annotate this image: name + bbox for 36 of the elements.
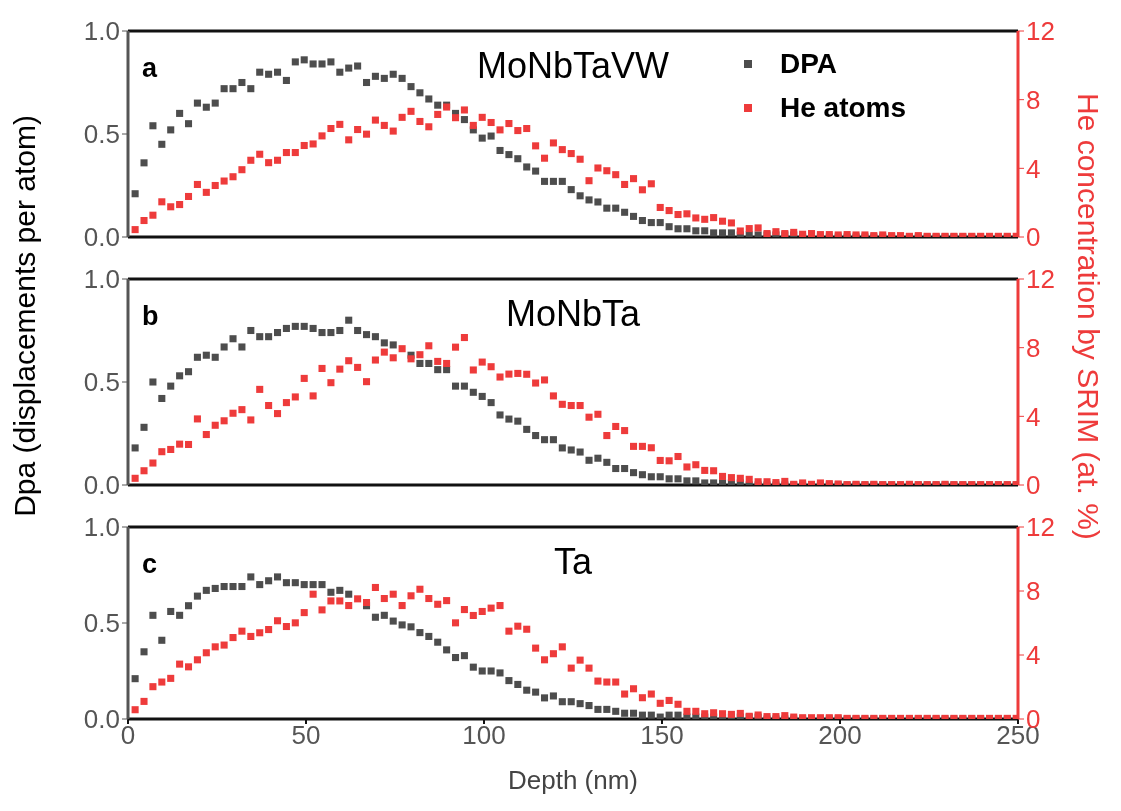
- annotation: a: [142, 53, 158, 83]
- y2-tick-label: 12: [1026, 16, 1055, 47]
- x-tick-label: 150: [640, 720, 684, 751]
- y-axis-title: Dpa (displacements per atom): [8, 115, 42, 517]
- chart-title: MoNbTa: [505, 293, 641, 334]
- x-tick-label: 0: [120, 720, 136, 751]
- y-tick-label: 0.5: [83, 119, 120, 150]
- y2-tick-label: 4: [1026, 401, 1041, 432]
- y-tick-label: 1.0: [83, 264, 120, 295]
- y2-tick-label: 8: [1026, 84, 1041, 115]
- chart-title: MoNbTaVW: [476, 45, 670, 86]
- y-tick-label: 0.0: [83, 222, 120, 253]
- y-tick-label: 1.0: [83, 512, 120, 543]
- legend-label: DPA: [780, 48, 838, 80]
- y-tick-label: 0.0: [83, 470, 120, 501]
- legend-label: He atoms: [780, 92, 907, 124]
- y2-axis-title: He concentration by SRIM (at. %): [1071, 92, 1105, 540]
- y2-tick-label: 0: [1026, 470, 1041, 501]
- y-tick-label: 1.0: [83, 16, 120, 47]
- chart-title: Ta: [553, 541, 593, 582]
- x-tick-label: 50: [291, 720, 321, 751]
- y-tick-label: 0.0: [83, 704, 120, 735]
- y2-tick-label: 0: [1026, 222, 1041, 253]
- y2-tick-label: 8: [1026, 332, 1041, 363]
- y2-tick-label: 4: [1026, 153, 1041, 184]
- y2-tick-label: 12: [1026, 264, 1055, 295]
- annotation: c: [142, 549, 158, 579]
- y-tick-label: 0.5: [83, 367, 120, 398]
- x-axis-title: Depth (nm): [507, 765, 639, 795]
- x-tick-label: 200: [818, 720, 862, 751]
- y-tick-label: 0.5: [83, 608, 120, 639]
- y2-tick-label: 12: [1026, 512, 1055, 543]
- y2-tick-label: 8: [1026, 576, 1041, 607]
- annotation: b: [142, 301, 159, 331]
- y2-tick-label: 4: [1026, 640, 1041, 671]
- x-tick-label: 100: [462, 720, 506, 751]
